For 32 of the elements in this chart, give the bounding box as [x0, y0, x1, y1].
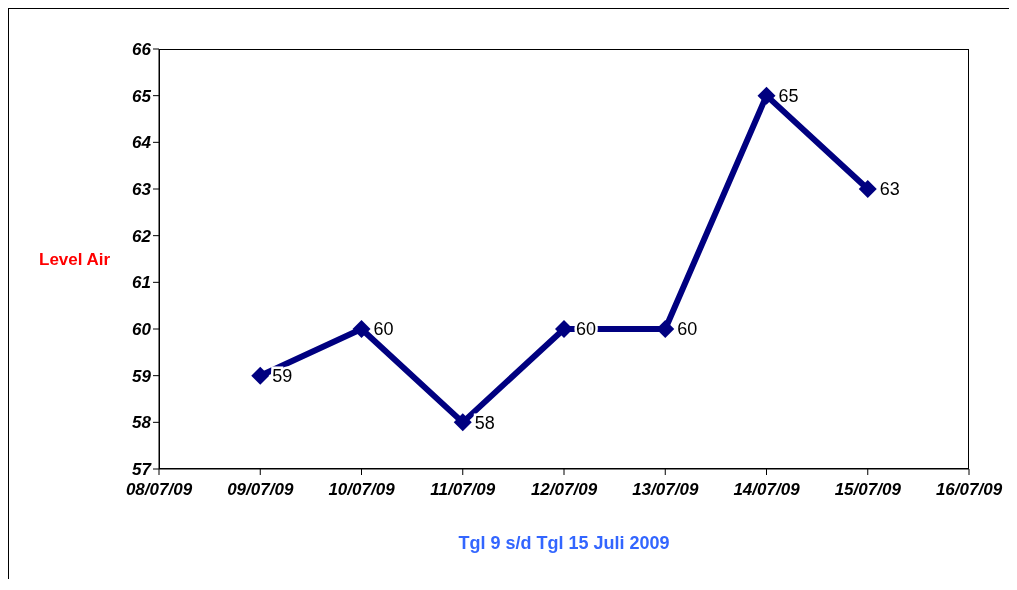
data-label: 60 — [373, 319, 394, 340]
x-tick-label: 10/07/09 — [328, 480, 396, 500]
y-axis-title: Level Air — [39, 250, 111, 270]
x-tick-label: 14/07/09 — [733, 480, 801, 500]
data-label: 65 — [778, 86, 799, 107]
y-tick-label: 57 — [132, 460, 153, 480]
y-tick-label: 59 — [132, 366, 152, 386]
point — [453, 413, 472, 432]
x-tick-label: 13/07/09 — [632, 480, 699, 500]
data-label: 60 — [677, 319, 698, 340]
point — [251, 366, 270, 385]
x-tick-label: 15/07/09 — [834, 480, 902, 500]
y-tick-label: 58 — [132, 413, 152, 433]
x-tick-label: 16/07/09 — [935, 480, 1003, 500]
x-tick-label: 09/07/09 — [227, 480, 294, 500]
y-tick-label: 66 — [132, 40, 152, 60]
x-tick-label: 12/07/09 — [530, 480, 598, 500]
point — [757, 86, 776, 105]
y-tick-label: 60 — [132, 320, 152, 340]
x-tick-label: 11/07/09 — [430, 480, 496, 500]
y-tick-label: 64 — [132, 133, 152, 153]
y-tick-label: 61 — [132, 273, 151, 293]
y-tick-label: 65 — [132, 86, 152, 106]
x-tick-label: 08/07/09 — [125, 480, 193, 500]
data-label: 58 — [474, 412, 495, 433]
point — [352, 320, 371, 338]
data-label: 63 — [879, 179, 900, 200]
x-axis-title: Tgl 9 s/d Tgl 15 Juli 2009 — [458, 533, 670, 553]
y-tick-label: 62 — [132, 226, 152, 246]
data-label: 59 — [272, 366, 293, 387]
point — [858, 180, 877, 198]
y-tick-label: 63 — [132, 180, 152, 200]
